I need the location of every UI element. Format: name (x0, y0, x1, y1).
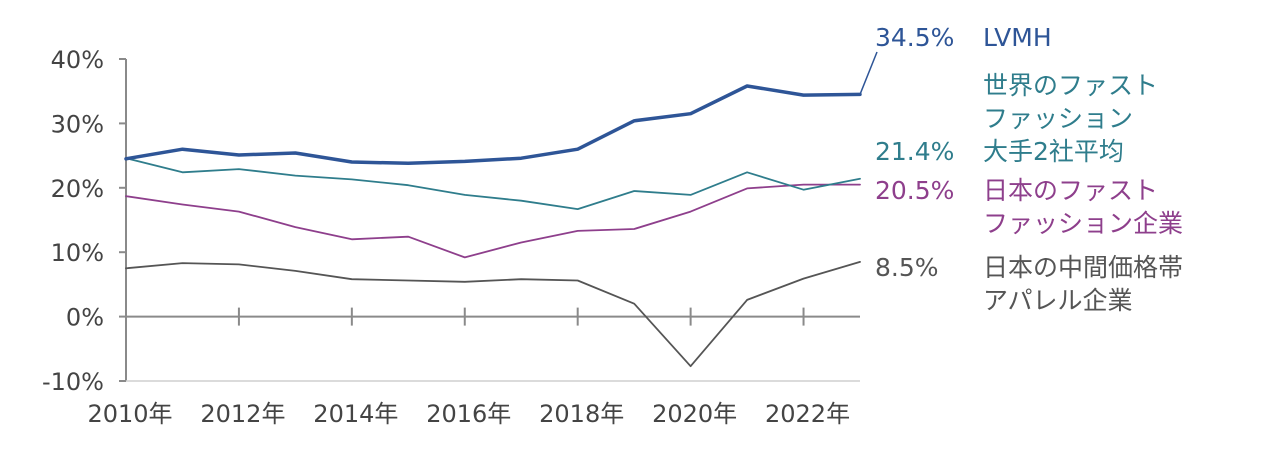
x-tick-label: 2010年 (87, 400, 172, 428)
series-line-global-fast-fashion (125, 157, 861, 211)
end-label-lvmh: LVMH (983, 23, 1052, 52)
y-tick-label: 10% (51, 239, 104, 267)
y-tick-label: 0% (66, 304, 104, 332)
end-value-japan-mid-price: 8.5% (875, 253, 939, 282)
x-axis: 2010年 2012年 2014年 2016年 2018年 2020年 2022年 (87, 307, 860, 428)
series-line-japan-fast-fashion (125, 183, 861, 259)
end-value-global-fast-fashion: 21.4% (875, 137, 954, 166)
y-tick-label: 20% (51, 175, 104, 203)
series-line-lvmh (124, 84, 862, 166)
end-label-japan-mid-price: アパレル企業 (983, 286, 1133, 315)
y-tick-label: -10% (42, 368, 104, 396)
end-label-japan-fast-fashion: ファッション企業 (983, 209, 1183, 238)
series-line-japan-mid-price (125, 260, 861, 368)
y-tick-label: 40% (51, 46, 104, 74)
x-tick-label: 2012年 (200, 400, 285, 428)
end-value-japan-fast-fashion: 20.5% (875, 176, 954, 205)
end-label-japan-fast-fashion: 日本のファスト (983, 176, 1158, 205)
end-value-lvmh: 34.5% (875, 23, 954, 52)
x-tick-label: 2014年 (313, 400, 398, 428)
end-label-global-fast-fashion: 大手2社平均 (983, 137, 1124, 166)
y-tick-label: 30% (51, 110, 104, 138)
end-label-japan-mid-price: 日本の中間価格帯 (983, 253, 1183, 282)
end-label-global-fast-fashion: ファッション (983, 104, 1133, 133)
x-tick-label: 2022年 (765, 400, 850, 428)
x-tick-label: 2020年 (652, 400, 737, 428)
end-label-global-fast-fashion: 世界のファスト (983, 71, 1158, 100)
x-tick-label: 2018年 (539, 400, 624, 428)
x-tick-label: 2016年 (426, 400, 511, 428)
series-lines (124, 84, 862, 368)
lvmh-leader-line (859, 51, 878, 95)
y-axis: 40% 30% 20% 10% 0% -10% (42, 46, 127, 396)
